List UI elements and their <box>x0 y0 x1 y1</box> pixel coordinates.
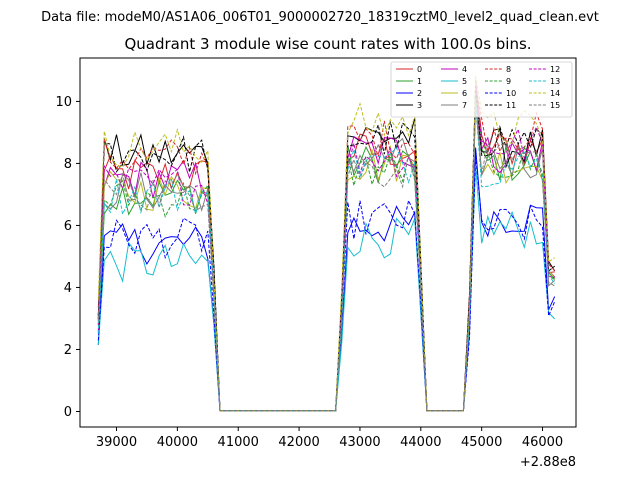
y-axis: 0 2 4 6 8 10 <box>55 95 80 420</box>
legend-label-12: 12 <box>550 65 560 74</box>
series-layer <box>97 75 556 412</box>
chart-title: Quadrant 3 module wise count rates with … <box>124 35 531 53</box>
series-line-15 <box>97 106 555 412</box>
y-tick-label: 2 <box>64 343 72 358</box>
legend-label-15: 15 <box>550 101 560 110</box>
legend-label-10: 10 <box>506 89 516 98</box>
y-tick-label: 6 <box>64 219 72 234</box>
legend-label-2: 2 <box>417 89 422 98</box>
legend-label-11: 11 <box>506 101 516 110</box>
x-tick-label: 39000 <box>96 435 137 450</box>
legend-label-9: 9 <box>506 77 511 86</box>
y-tick-label: 10 <box>55 95 72 110</box>
axes-frame <box>79 57 577 428</box>
y-tick-label: 4 <box>64 281 72 296</box>
series-line-11 <box>97 86 556 412</box>
legend-label-6: 6 <box>462 89 467 98</box>
x-tick-label: 42000 <box>278 435 319 450</box>
x-tick-label: 44000 <box>400 435 441 450</box>
legend-label-7: 7 <box>462 101 467 110</box>
y-tick-label: 8 <box>64 157 72 172</box>
x-axis: 39000 40000 41000 42000 43000 44000 45000 46000 <box>96 427 563 450</box>
legend-label-0: 0 <box>417 65 422 74</box>
x-tick-label: 45000 <box>461 435 502 450</box>
legend-label-3: 3 <box>417 101 422 110</box>
legend-label-8: 8 <box>506 65 511 74</box>
legend-box <box>390 61 573 118</box>
x-tick-label: 43000 <box>339 435 380 450</box>
legend-label-14: 14 <box>550 89 560 98</box>
figure-suptitle: Data file: modeM0/AS1A06_006T01_90000027… <box>41 10 599 25</box>
y-tick-label: 0 <box>64 405 72 420</box>
x-offset-label: +2.88e8 <box>520 455 576 470</box>
x-tick-label: 46000 <box>522 435 563 450</box>
x-tick-label: 41000 <box>218 435 259 450</box>
legend-label-5: 5 <box>462 77 467 86</box>
legend-label-4: 4 <box>462 65 467 74</box>
legend-label-13: 13 <box>550 77 560 86</box>
legend-label-1: 1 <box>417 77 422 86</box>
x-tick-label: 40000 <box>157 435 198 450</box>
